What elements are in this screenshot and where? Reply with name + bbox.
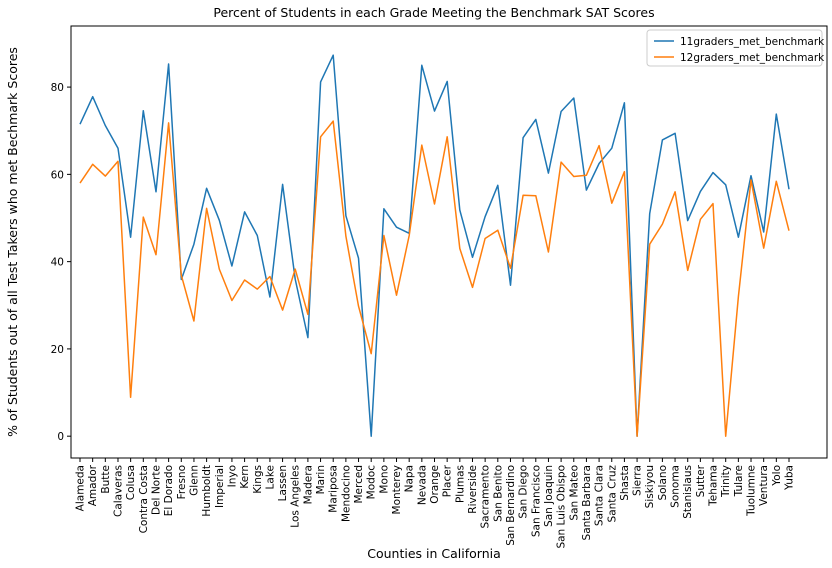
x-tick-label: Shasta (619, 465, 631, 501)
y-tick-label: 80 (51, 82, 64, 94)
x-tick-label: Amador (87, 464, 99, 506)
series-line-12graders_met_benchmark (79, 120, 790, 437)
y-tick-label: 20 (51, 344, 64, 356)
x-tick-label: Sierra (632, 465, 644, 496)
x-tick-label: Plumas (454, 465, 466, 503)
x-tick-label: Inyo (226, 465, 238, 487)
x-tick-label: Modoc (366, 465, 378, 500)
x-axis: Alameda Amador Butte Calaveras Colusa Contra … (75, 458, 796, 549)
legend-box (646, 29, 823, 67)
x-tick-label: Napa (404, 465, 416, 492)
x-tick-label: San Diego (518, 465, 530, 519)
x-tick-label: Yuba (784, 465, 796, 491)
x-tick-label: Sutter (695, 464, 707, 497)
x-tick-label: Orange (429, 465, 441, 504)
x-tick-label: Yolo (771, 465, 783, 487)
x-tick-label: Nevada (416, 465, 428, 505)
x-tick-label: Imperial (214, 465, 226, 508)
plot-frame (70, 25, 828, 459)
y-axis-label: % of Students out of all Test Takers who… (5, 47, 20, 437)
x-axis-label: Counties in California (367, 546, 501, 561)
x-tick-label: Santa Clara (594, 465, 606, 526)
x-tick-label: Colusa (125, 465, 137, 500)
x-tick-label: Madera (302, 465, 314, 504)
x-tick-label: Stanislaus (682, 465, 694, 519)
x-tick-label: Lake (264, 465, 276, 489)
x-tick-label: Merced (353, 465, 365, 504)
x-tick-label: Trinity (720, 465, 732, 498)
x-tick-label: Riverside (467, 465, 479, 514)
x-tick-label: Kings (252, 465, 264, 494)
legend-entry: 12graders_met_benchmark (680, 52, 825, 64)
x-tick-label: Calaveras (112, 465, 124, 517)
x-tick-label: Fresno (176, 465, 188, 499)
x-tick-label: San Bernardino (505, 465, 517, 546)
x-tick-label: San Mateo (568, 465, 580, 521)
x-tick-label: San Luis Obispo (556, 465, 568, 549)
x-tick-label: Lassen (277, 465, 289, 501)
x-tick-label: Sacramento (480, 465, 492, 529)
y-tick-label: 60 (51, 169, 64, 181)
x-tick-label: Los Angeles (290, 465, 302, 528)
x-tick-label: Tehama (708, 465, 720, 507)
series-line-11graders_met_benchmark (79, 54, 790, 437)
x-tick-label: Santa Barbara (581, 465, 593, 540)
x-tick-label: San Joaquin (543, 465, 555, 527)
x-tick-label: Mariposa (328, 465, 340, 513)
x-tick-label: Siskiyou (644, 465, 656, 508)
legend-entry: 11graders_met_benchmark (680, 36, 825, 48)
x-tick-label: Alameda (75, 465, 87, 511)
chart-title: Percent of Students in each Grade Meetin… (213, 5, 654, 20)
x-tick-label: Placer (442, 464, 454, 497)
plot-area (79, 54, 790, 437)
x-tick-label: Solano (657, 465, 669, 501)
x-tick-label: Tuolumne (746, 465, 758, 517)
y-tick-label: 40 (51, 257, 64, 269)
x-tick-label: Mono (378, 465, 390, 494)
legend: 11graders_met_benchmark 12graders_met_ben… (646, 29, 825, 67)
x-tick-label: Santa Cruz (606, 465, 618, 523)
x-tick-label: Sonoma (670, 465, 682, 508)
x-tick-label: Humboldt (201, 465, 213, 517)
x-tick-label: Mendocino (340, 465, 352, 522)
x-tick-label: El Dorado (163, 465, 175, 516)
x-tick-label: Contra Costa (138, 465, 150, 533)
x-tick-label: Marin (315, 465, 327, 494)
y-axis: 0 20 40 60 80 (51, 82, 71, 443)
x-tick-label: Kern (239, 465, 251, 489)
x-tick-label: Monterey (391, 465, 403, 514)
x-tick-label: Glenn (188, 465, 200, 496)
x-tick-label: San Benito (492, 465, 504, 522)
y-tick-label: 0 (57, 431, 64, 443)
x-tick-label: Ventura (758, 465, 770, 506)
x-tick-label: San Francisco (530, 465, 542, 537)
x-tick-label: Del Norte (150, 465, 162, 515)
x-tick-label: Tulare (733, 465, 745, 497)
x-tick-label: Butte (100, 465, 112, 494)
